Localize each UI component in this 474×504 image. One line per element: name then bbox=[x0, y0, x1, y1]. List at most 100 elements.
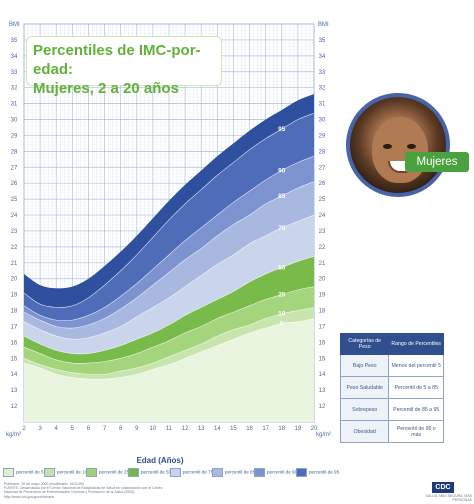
legend-item: percentil de 50 bbox=[128, 468, 182, 477]
table-cell: Menos del percentil 5 bbox=[388, 354, 444, 377]
legend-item: percentil de 25 bbox=[86, 468, 140, 477]
y-tick-label-left: 18 bbox=[11, 309, 18, 315]
legend-swatch bbox=[170, 468, 181, 477]
y-tick-label-left: 35 bbox=[11, 38, 18, 44]
y-tick-label-right: 34 bbox=[319, 54, 326, 60]
y-tick-label-right: 25 bbox=[319, 197, 326, 203]
legend-swatch bbox=[3, 468, 14, 477]
title-line-2: Mujeres, 2 a 20 años bbox=[33, 80, 179, 97]
x-tick-label: 2 bbox=[22, 426, 26, 432]
x-tick-label: 19 bbox=[295, 426, 302, 432]
footer-notes: Publicado: 30 de mayo 2000 (modificado: … bbox=[4, 482, 254, 499]
x-axis-label: Edad (Años) bbox=[136, 456, 183, 465]
y-tick-label-right: 19 bbox=[319, 293, 326, 299]
y-tick-label-left: 12 bbox=[11, 404, 18, 410]
percentile-band bbox=[24, 181, 314, 340]
table-row: Obesidad Percentil de 95 o más bbox=[339, 420, 444, 443]
curve-label: 50 bbox=[278, 265, 286, 272]
curve-label: 75 bbox=[278, 225, 286, 232]
curve-label: 95 bbox=[278, 126, 286, 133]
y-tick-label-left: 17 bbox=[11, 324, 18, 330]
table-header: Rango de Percentiles bbox=[388, 333, 444, 355]
legend-item: percentil de 75 bbox=[170, 468, 224, 477]
y-unit-top-left: BMI bbox=[9, 22, 20, 28]
table-header: Categorías de Peso bbox=[339, 333, 390, 355]
y-tick-label-right: 27 bbox=[319, 165, 326, 171]
x-tick-label: 11 bbox=[166, 426, 173, 432]
footer-line: Publicado: 30 de mayo 2000 (modificado: … bbox=[4, 482, 84, 486]
cdc-logo: CDC bbox=[432, 482, 454, 493]
y-tick-label-left: 28 bbox=[11, 149, 18, 155]
table-row: Sobrepeso Percentil de 85 a 95 bbox=[339, 398, 444, 421]
percentile-line bbox=[23, 286, 315, 364]
x-tick-label: 4 bbox=[55, 426, 59, 432]
y-tick-label-right: 30 bbox=[319, 118, 326, 124]
table-row: Peso Saludable Percentil de 5 a 85 bbox=[339, 376, 444, 399]
y-tick-label-right: 23 bbox=[319, 229, 326, 235]
y-tick-label-right: 12 bbox=[319, 404, 326, 410]
y-unit-bottom-left: kg/m² bbox=[6, 432, 21, 438]
y-tick-label-left: 24 bbox=[11, 213, 18, 219]
legend-label: percentil de 85 bbox=[225, 469, 256, 475]
y-tick-label-left: 15 bbox=[11, 356, 18, 362]
percentile-line bbox=[23, 214, 315, 340]
legend-label: percentil de 5 bbox=[16, 469, 44, 475]
legend-label: percentil de 75 bbox=[183, 469, 214, 475]
chart-title: Percentiles de IMC-por-edad: Mujeres, 2 … bbox=[26, 36, 222, 97]
y-tick-label-right: 22 bbox=[319, 245, 326, 251]
y-tick-label-left: 26 bbox=[11, 181, 18, 187]
y-tick-label-right: 13 bbox=[319, 388, 326, 394]
y-tick-label-right: 28 bbox=[319, 149, 326, 155]
title-line-1: Percentiles de IMC-por-edad: bbox=[33, 42, 201, 78]
percentile-bands bbox=[24, 94, 314, 422]
percentile-band bbox=[24, 318, 314, 422]
y-tick-label-left: 30 bbox=[11, 118, 18, 124]
y-tick-label-left: 23 bbox=[11, 229, 18, 235]
table-cell: Obesidad bbox=[339, 420, 390, 443]
y-tick-label-right: 21 bbox=[319, 261, 326, 267]
y-tick-label-left: 31 bbox=[11, 102, 18, 108]
y-tick-label-left: 29 bbox=[11, 133, 18, 139]
percentile-line bbox=[23, 318, 315, 380]
legend-swatch bbox=[128, 468, 139, 477]
percentile-band bbox=[24, 94, 314, 308]
footer-line: FUENTE: Desarrollado por el Centro Nacio… bbox=[4, 486, 163, 491]
y-tick-label-left: 21 bbox=[11, 261, 18, 267]
legend-swatch bbox=[44, 468, 55, 477]
table-cell: Percentil de 95 o más bbox=[388, 420, 444, 443]
table-cell: Percentil de 85 a 95 bbox=[388, 398, 444, 421]
x-tick-label: 14 bbox=[214, 426, 221, 432]
legend-item: percentil de 10 bbox=[44, 468, 98, 477]
y-tick-label-right: 29 bbox=[319, 133, 326, 139]
y-tick-label-left: 16 bbox=[11, 340, 18, 346]
y-tick-label-left: 33 bbox=[11, 70, 18, 76]
y-tick-label-right: 16 bbox=[319, 340, 326, 346]
x-tick-label: 10 bbox=[150, 426, 157, 432]
legend-item: percentil de 85 bbox=[212, 468, 266, 477]
legend-item: percentil de 90 bbox=[254, 468, 308, 477]
x-tick-label: 3 bbox=[38, 426, 42, 432]
table-header-row: Categorías de Peso Rango de Percentiles bbox=[339, 333, 444, 355]
girl-photo bbox=[346, 93, 450, 197]
left-eye bbox=[383, 144, 392, 149]
curve-label: 25 bbox=[278, 292, 286, 299]
percentile-line bbox=[23, 256, 315, 355]
legend-item: percentil de 5 bbox=[3, 468, 57, 477]
y-tick-label-right: 18 bbox=[319, 309, 326, 315]
curve-label: 5 bbox=[280, 320, 284, 327]
y-tick-label-right: 31 bbox=[319, 102, 326, 108]
curve-label: 85 bbox=[278, 193, 286, 200]
legend-swatch bbox=[254, 468, 265, 477]
photo-label: Mujeres bbox=[405, 152, 469, 172]
y-unit-top-right: BMI bbox=[318, 22, 329, 28]
y-tick-label-right: 32 bbox=[319, 86, 326, 92]
legend-swatch bbox=[212, 468, 223, 477]
x-tick-label: 6 bbox=[87, 426, 91, 432]
y-tick-label-left: 27 bbox=[11, 165, 18, 171]
percentile-line bbox=[23, 112, 315, 308]
legend: percentil de 5 percentil de 10 percentil… bbox=[3, 466, 471, 478]
x-tick-label: 5 bbox=[71, 426, 75, 432]
x-tick-label: 13 bbox=[198, 426, 205, 432]
footer-line: Nacional de Prevención de Enfermedades C… bbox=[4, 490, 136, 495]
legend-label: percentil de 50 bbox=[141, 469, 172, 475]
